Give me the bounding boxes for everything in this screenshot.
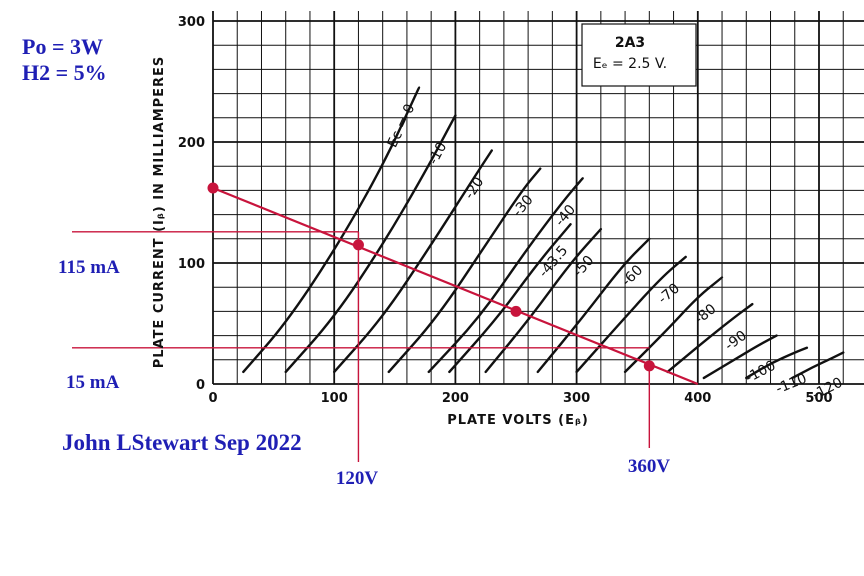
plate-curve — [333, 149, 493, 374]
y-tick-label: 300 — [178, 15, 205, 30]
tube-info-box: 2A3 Eₑ = 2.5 V. — [581, 23, 697, 87]
load-line-layer — [72, 182, 699, 462]
author-signature: John LStewart Sep 2022 — [62, 430, 302, 455]
operating-point — [352, 239, 364, 251]
plate-curve — [448, 223, 572, 374]
x-tick-label: 300 — [563, 391, 590, 406]
y-axis-title: PLATE CURRENT (Iᵦ) IN MILLIAMPERES — [152, 56, 167, 369]
operating-point — [207, 182, 219, 194]
grid-voltage-label: -20 — [461, 174, 487, 202]
grid-voltage-label: -110 — [774, 371, 809, 398]
grid-voltage-label: -80 — [692, 301, 720, 328]
current-low-label: 15 mA — [66, 372, 120, 393]
y-tick-label: 200 — [178, 136, 205, 151]
plate-curve — [387, 167, 542, 374]
filament-voltage-label: Eₑ = 2.5 V. — [593, 56, 667, 72]
x-tick-label: 0 — [208, 391, 217, 406]
x-tick-label: 500 — [805, 391, 832, 406]
voltage-low-label: 360V — [628, 456, 671, 477]
grid-voltage-label: -43.5 — [536, 243, 572, 281]
harmonic-distortion-label: H2 = 5% — [22, 60, 107, 85]
plate-curve — [536, 237, 651, 374]
grid-voltage-label: -30 — [510, 192, 537, 220]
current-high-label: 115 mA — [58, 257, 120, 278]
x-tick-label: 100 — [321, 391, 348, 406]
grid-voltage-label: -90 — [722, 328, 750, 354]
plate-curve — [484, 227, 603, 374]
plate-curve — [666, 302, 754, 374]
operating-point — [510, 305, 522, 317]
plate-curve — [427, 177, 584, 374]
x-axis-title: PLATE VOLTS (Eᵦ) — [447, 413, 589, 428]
y-tick-label: 0 — [196, 378, 205, 393]
grid-voltage-label: -40 — [552, 202, 579, 230]
load-line — [212, 186, 699, 386]
tube-type-label: 2A3 — [615, 35, 645, 51]
plate-curve — [623, 276, 724, 374]
grid-voltage-label: -50 — [570, 253, 597, 281]
plate-curve — [702, 334, 778, 380]
plate-curve — [575, 255, 687, 374]
grid-voltage-labels: Ec = 0-10-20-30 -40-43.5-50 -60-70-80-90-1… — [384, 102, 845, 404]
chart-grid — [212, 11, 864, 385]
plate-curve — [284, 114, 457, 374]
grid-voltage-label: -70 — [655, 280, 683, 307]
plate-curve — [791, 351, 845, 380]
x-tick-label: 200 — [442, 391, 469, 406]
plate-curve — [745, 346, 809, 380]
operating-point — [643, 360, 655, 372]
x-tick-label: 400 — [684, 391, 711, 406]
plate-curves — [242, 86, 845, 380]
power-output-label: Po = 3W — [22, 34, 103, 59]
axis-ticks: 0 100 200 300 400 500 0 100 200 300 — [178, 15, 833, 406]
voltage-high-label: 120V — [336, 468, 379, 489]
y-tick-label: 100 — [178, 257, 205, 272]
